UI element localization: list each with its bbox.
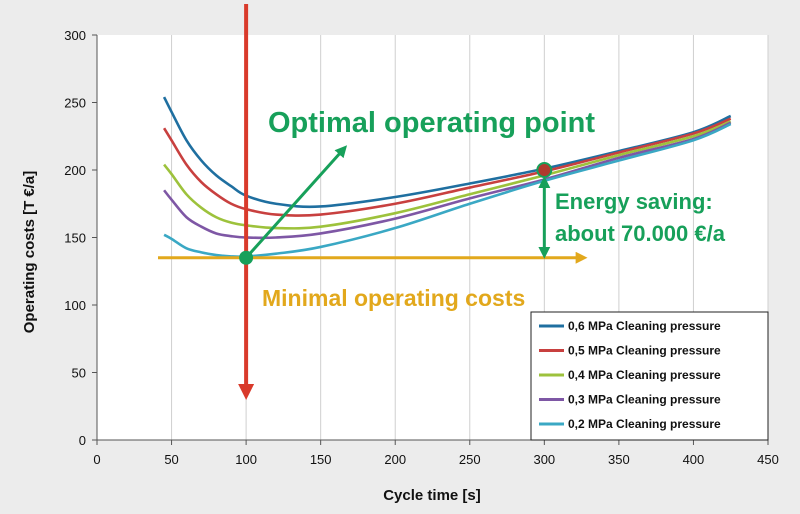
x-tick-label: 200: [384, 452, 406, 467]
x-tick-labels: 0 50 100 150 200 250 300 350 400 450: [93, 440, 779, 467]
legend-label-2: 0,5 MPa Cleaning pressure: [568, 344, 721, 358]
x-tick-label: 50: [164, 452, 178, 467]
series-line-1: [162, 96, 732, 209]
x-tick-label: 0: [93, 452, 100, 467]
annotations: Optimal operating point Energy saving: a…: [158, 4, 726, 400]
legend: 0,6 MPa Cleaning pressure 0,5 MPa Cleanin…: [530, 311, 769, 441]
y-tick-label: 0: [79, 433, 86, 448]
minimal-cost-label: Minimal operating costs: [262, 285, 525, 311]
y-tick-label: 150: [64, 231, 86, 246]
x-tick-label: 350: [608, 452, 630, 467]
x-tick-label: 400: [683, 452, 705, 467]
series-line-4: [163, 121, 732, 240]
y-tick-label: 50: [72, 366, 86, 381]
legend-label-4: 0,3 MPa Cleaning pressure: [568, 393, 721, 407]
legend-label-3: 0,4 MPa Cleaning pressure: [568, 368, 721, 382]
x-tick-label: 450: [757, 452, 779, 467]
y-tick-label: 200: [64, 163, 86, 178]
optimal-label: Optimal operating point: [268, 107, 595, 139]
x-tick-label: 300: [533, 452, 555, 467]
energy-saving-label-1: Energy saving:: [555, 189, 713, 214]
y-tick-labels: 0 50 100 150 200 250 300: [64, 28, 97, 448]
energy-saving-label-2: about 70.000 €/a: [555, 221, 726, 246]
x-axis-title: Cycle time [s]: [383, 487, 481, 504]
legend-box: [530, 311, 769, 441]
y-tick-label: 100: [64, 298, 86, 313]
x-tick-label: 150: [310, 452, 332, 467]
x-tick-label: 250: [459, 452, 481, 467]
legend-label-5: 0,2 MPa Cleaning pressure: [568, 417, 721, 431]
x-tick-label: 100: [235, 452, 257, 467]
current-point-marker: [536, 162, 553, 178]
legend-label-1: 0,6 MPa Cleaning pressure: [568, 319, 721, 333]
series-line-5: [163, 122, 732, 258]
y-tick-label: 300: [64, 28, 86, 43]
optimal-point-marker: [239, 250, 254, 265]
y-tick-label: 250: [64, 96, 86, 111]
optimal-point-arrow: [244, 145, 348, 259]
series-line-3: [163, 120, 732, 230]
y-axis-title: Operating costs [T €/a]: [21, 171, 38, 334]
